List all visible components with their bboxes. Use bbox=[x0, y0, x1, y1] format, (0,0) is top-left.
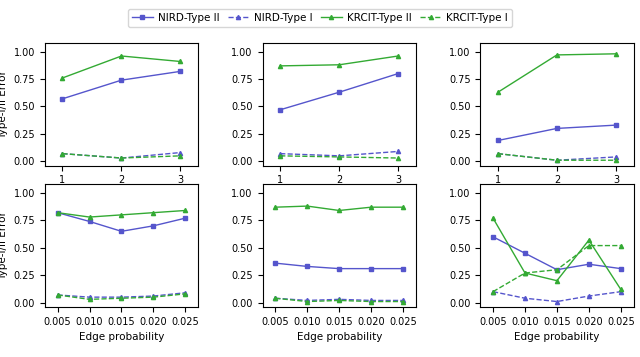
Legend: NIRD-Type II, NIRD-Type I, KRCIT-Type II, KRCIT-Type I: NIRD-Type II, NIRD-Type I, KRCIT-Type II… bbox=[128, 9, 512, 27]
X-axis label: Edge connectivity: Edge connectivity bbox=[75, 191, 168, 201]
Text: (b) BA: Case 2: (b) BA: Case 2 bbox=[300, 225, 379, 235]
Y-axis label: Type-I/II Error: Type-I/II Error bbox=[0, 70, 8, 139]
Text: (c) BA: Case 3: (c) BA: Case 3 bbox=[518, 225, 596, 235]
X-axis label: Edge probability: Edge probability bbox=[515, 332, 600, 342]
X-axis label: Edge probability: Edge probability bbox=[296, 332, 382, 342]
Y-axis label: Type-I/II Error: Type-I/II Error bbox=[0, 211, 8, 280]
Text: (a) BA: Case 1: (a) BA: Case 1 bbox=[82, 225, 161, 235]
X-axis label: Edge connectivity: Edge connectivity bbox=[292, 191, 386, 201]
X-axis label: Edge connectivity: Edge connectivity bbox=[510, 191, 604, 201]
X-axis label: Edge probability: Edge probability bbox=[79, 332, 164, 342]
